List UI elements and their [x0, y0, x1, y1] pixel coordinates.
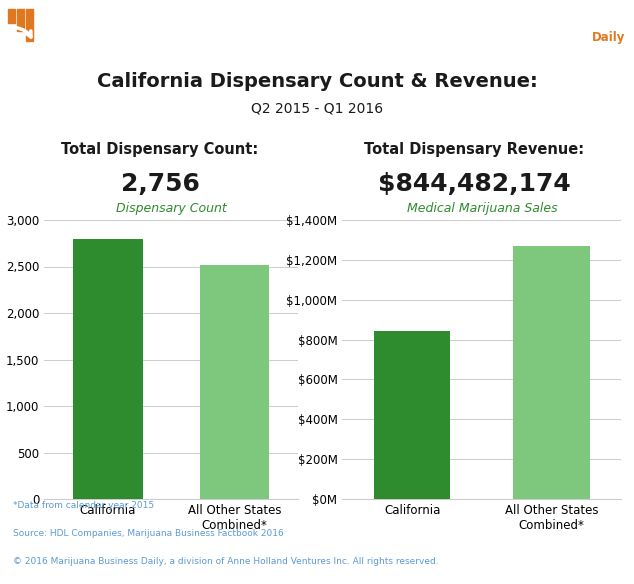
- Bar: [200, 265, 269, 499]
- Text: 2,756: 2,756: [120, 172, 200, 196]
- Text: Marijuana: Marijuana: [556, 9, 622, 23]
- Text: Source: HDL Companies, Marijuana Business Factbook 2016: Source: HDL Companies, Marijuana Busines…: [13, 529, 283, 538]
- Title: Dispensary Count: Dispensary Count: [116, 201, 226, 215]
- Bar: [73, 239, 143, 499]
- Text: Total Dispensary Revenue:: Total Dispensary Revenue:: [364, 142, 584, 157]
- Text: $844,482,174: $844,482,174: [378, 172, 571, 196]
- Text: Business: Business: [0, 583, 1, 584]
- Bar: [26, 9, 33, 41]
- Text: *Data from calendar year 2015: *Data from calendar year 2015: [13, 501, 154, 510]
- Bar: [374, 331, 450, 499]
- Text: Marijuana: Marijuana: [0, 583, 1, 584]
- Text: Daily: Daily: [0, 583, 1, 584]
- Bar: [17, 9, 24, 31]
- Bar: [513, 246, 590, 499]
- Bar: [8, 9, 15, 23]
- Text: Total Dispensary Count:: Total Dispensary Count:: [61, 142, 259, 157]
- Text: Business: Business: [590, 30, 634, 43]
- Text: Chart of the Week: Chart of the Week: [44, 18, 243, 37]
- Text: © 2016 Marijuana Business Daily, a division of Anne Holland Ventures Inc. All ri: © 2016 Marijuana Business Daily, a divis…: [13, 557, 438, 566]
- Text: Daily: Daily: [592, 30, 625, 43]
- Text: Q2 2015 - Q1 2016: Q2 2015 - Q1 2016: [251, 102, 383, 116]
- Text: California Dispensary Count & Revenue:: California Dispensary Count & Revenue:: [96, 72, 538, 91]
- Title: Medical Marijuana Sales: Medical Marijuana Sales: [406, 201, 557, 215]
